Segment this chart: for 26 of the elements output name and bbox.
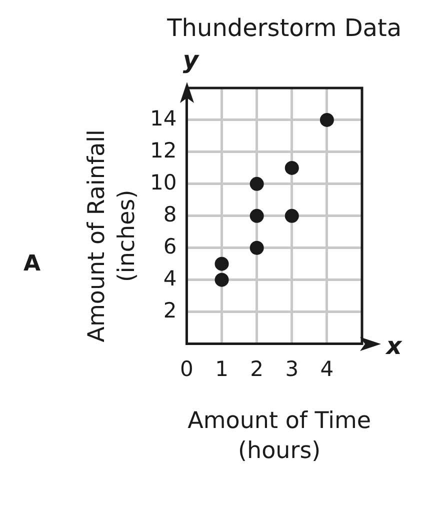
x-axis-title: Amount of Time (hours) (188, 408, 372, 464)
point (250, 176, 264, 191)
x-tick-label: 3 (285, 356, 299, 381)
point (284, 160, 299, 175)
point (250, 240, 264, 255)
y-tick-label: 14 (150, 106, 177, 130)
text: y (182, 46, 200, 74)
text: A (23, 252, 41, 277)
y-tick-label: 4 (163, 266, 177, 290)
point (320, 112, 334, 127)
x-tick-label: 1 (215, 356, 228, 381)
y-tick-label: 6 (163, 234, 177, 258)
y-tick-label: 8 (163, 202, 177, 226)
y-tick-label: 10 (150, 170, 177, 194)
point (214, 272, 229, 287)
x-tick-label: 4 (320, 356, 334, 381)
y-axis-title: Amount of Rainfall (inches) (84, 130, 140, 342)
text: x (385, 332, 404, 360)
y-tick-label: 2 (163, 298, 177, 322)
x-tick-label: 2 (250, 356, 264, 381)
y-tick-label: 12 (150, 138, 177, 162)
x-tick-label: 0 (180, 356, 194, 381)
point (250, 208, 264, 223)
chart-title: Thunderstorm Data (166, 14, 402, 42)
point (214, 256, 229, 271)
point (284, 208, 299, 223)
